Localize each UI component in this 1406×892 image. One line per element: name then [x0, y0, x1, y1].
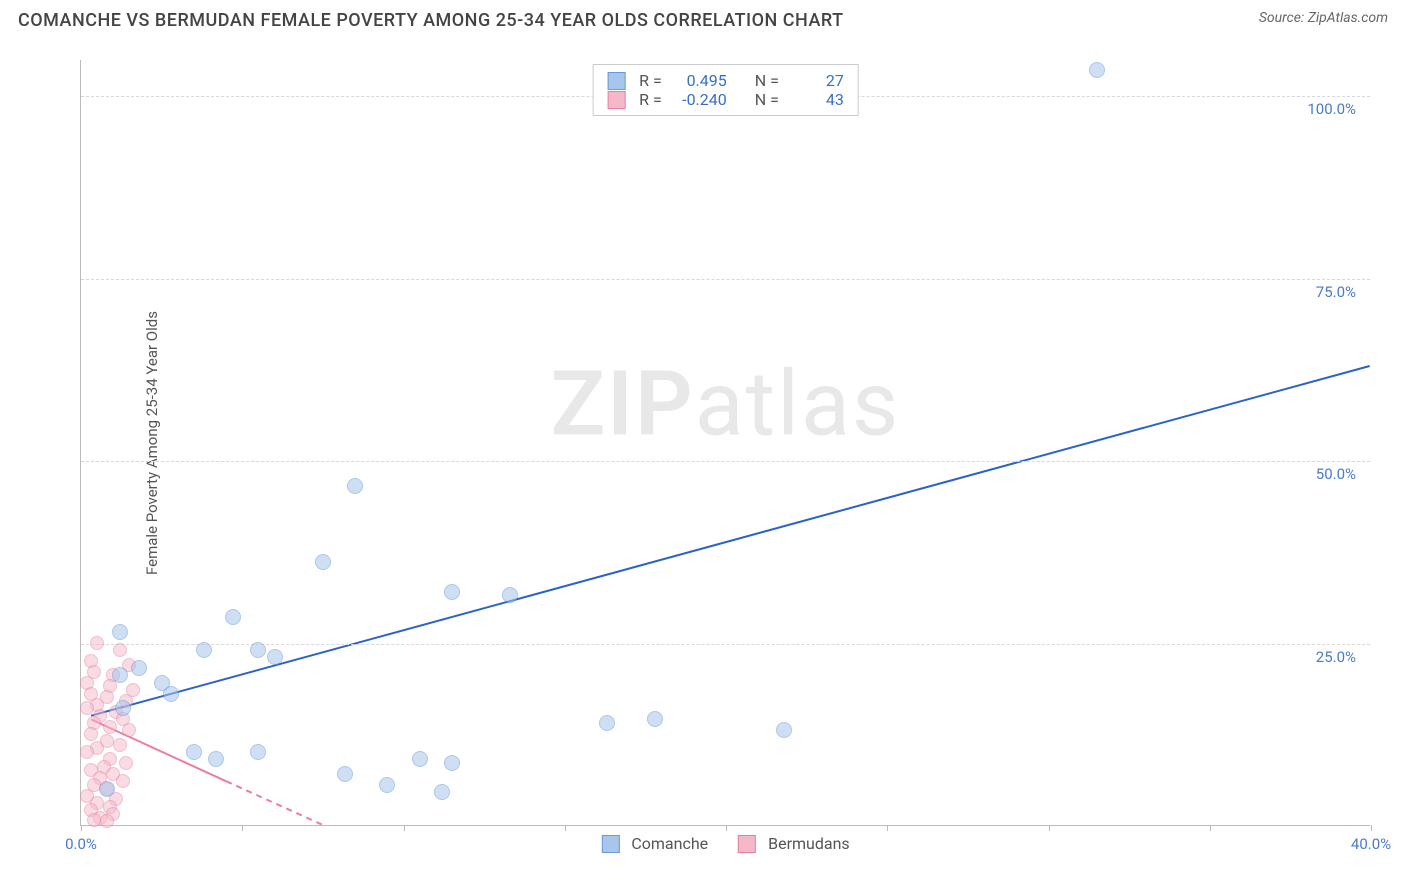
x-tick — [1049, 825, 1050, 831]
x-tick — [242, 825, 243, 831]
swatch-comanche-icon — [601, 835, 619, 853]
comanche-point — [647, 711, 663, 727]
bermudan-point — [119, 756, 133, 770]
y-tick-label: 50.0% — [1312, 465, 1360, 483]
comanche-point — [379, 777, 395, 793]
plot-region: ZIPatlas R = 0.495 N = 27 R = -0.240 N =… — [80, 60, 1370, 826]
bermudan-point — [80, 701, 94, 715]
x-tick — [81, 825, 82, 831]
bermudan-point — [87, 813, 101, 827]
x-tick — [1210, 825, 1211, 831]
comanche-point — [131, 660, 147, 676]
gridline — [81, 461, 1370, 462]
comanche-point — [250, 744, 266, 760]
legend-item-bermudan: Bermudans — [738, 834, 850, 853]
comanche-point — [776, 722, 792, 738]
comanche-point — [99, 781, 115, 797]
comanche-point — [250, 642, 266, 658]
y-tick-label: 100.0% — [1303, 100, 1360, 118]
bermudan-point — [80, 745, 94, 759]
comanche-point — [112, 624, 128, 640]
chart-title: COMANCHE VS BERMUDAN FEMALE POVERTY AMON… — [18, 10, 844, 31]
comanche-point — [112, 667, 128, 683]
x-tick — [887, 825, 888, 831]
comanche-point — [444, 584, 460, 600]
bermudan-point — [116, 774, 130, 788]
x-tick — [565, 825, 566, 831]
comanche-point — [163, 686, 179, 702]
trend-lines — [81, 60, 1370, 825]
bermudan-point — [113, 643, 127, 657]
comanche-point — [347, 478, 363, 494]
bermudan-point — [103, 720, 117, 734]
bermudan-point — [100, 814, 114, 828]
comanche-point — [444, 755, 460, 771]
y-tick-label: 25.0% — [1312, 648, 1360, 666]
y-tick-label: 75.0% — [1312, 283, 1360, 301]
bermudan-point — [122, 723, 136, 737]
comanche-point — [315, 554, 331, 570]
x-tick — [404, 825, 405, 831]
chart-header: COMANCHE VS BERMUDAN FEMALE POVERTY AMON… — [0, 0, 1406, 39]
swatch-comanche — [607, 72, 625, 90]
comanche-point — [412, 751, 428, 767]
stats-legend: R = 0.495 N = 27 R = -0.240 N = 43 — [592, 64, 859, 116]
source-attribution: Source: ZipAtlas.com — [1259, 10, 1388, 26]
series-legend: Comanche Bermudans — [601, 834, 849, 853]
x-tick — [726, 825, 727, 831]
watermark: ZIPatlas — [551, 352, 901, 457]
comanche-point — [434, 784, 450, 800]
comanche-point — [225, 609, 241, 625]
gridline — [81, 279, 1370, 280]
comanche-point — [196, 642, 212, 658]
stats-row-bermudan: R = -0.240 N = 43 — [607, 90, 844, 109]
x-tick-label: 0.0% — [65, 835, 97, 853]
bermudan-point — [113, 738, 127, 752]
bermudan-point — [84, 727, 98, 741]
chart-area: Female Poverty Among 25-34 Year Olds ZIP… — [50, 48, 1390, 838]
comanche-point — [337, 766, 353, 782]
comanche-point — [186, 744, 202, 760]
comanche-point — [1089, 62, 1105, 78]
swatch-bermudan-icon — [738, 835, 756, 853]
gridline — [81, 644, 1370, 645]
comanche-point — [208, 751, 224, 767]
comanche-point — [115, 700, 131, 716]
comanche-point — [267, 649, 283, 665]
stats-row-comanche: R = 0.495 N = 27 — [607, 71, 844, 90]
comanche-point — [599, 715, 615, 731]
swatch-bermudan — [607, 91, 625, 109]
x-tick — [1371, 825, 1372, 831]
comanche-point — [502, 587, 518, 603]
x-tick-label: 40.0% — [1351, 835, 1391, 853]
bermudan-point — [90, 636, 104, 650]
legend-item-comanche: Comanche — [601, 834, 708, 853]
